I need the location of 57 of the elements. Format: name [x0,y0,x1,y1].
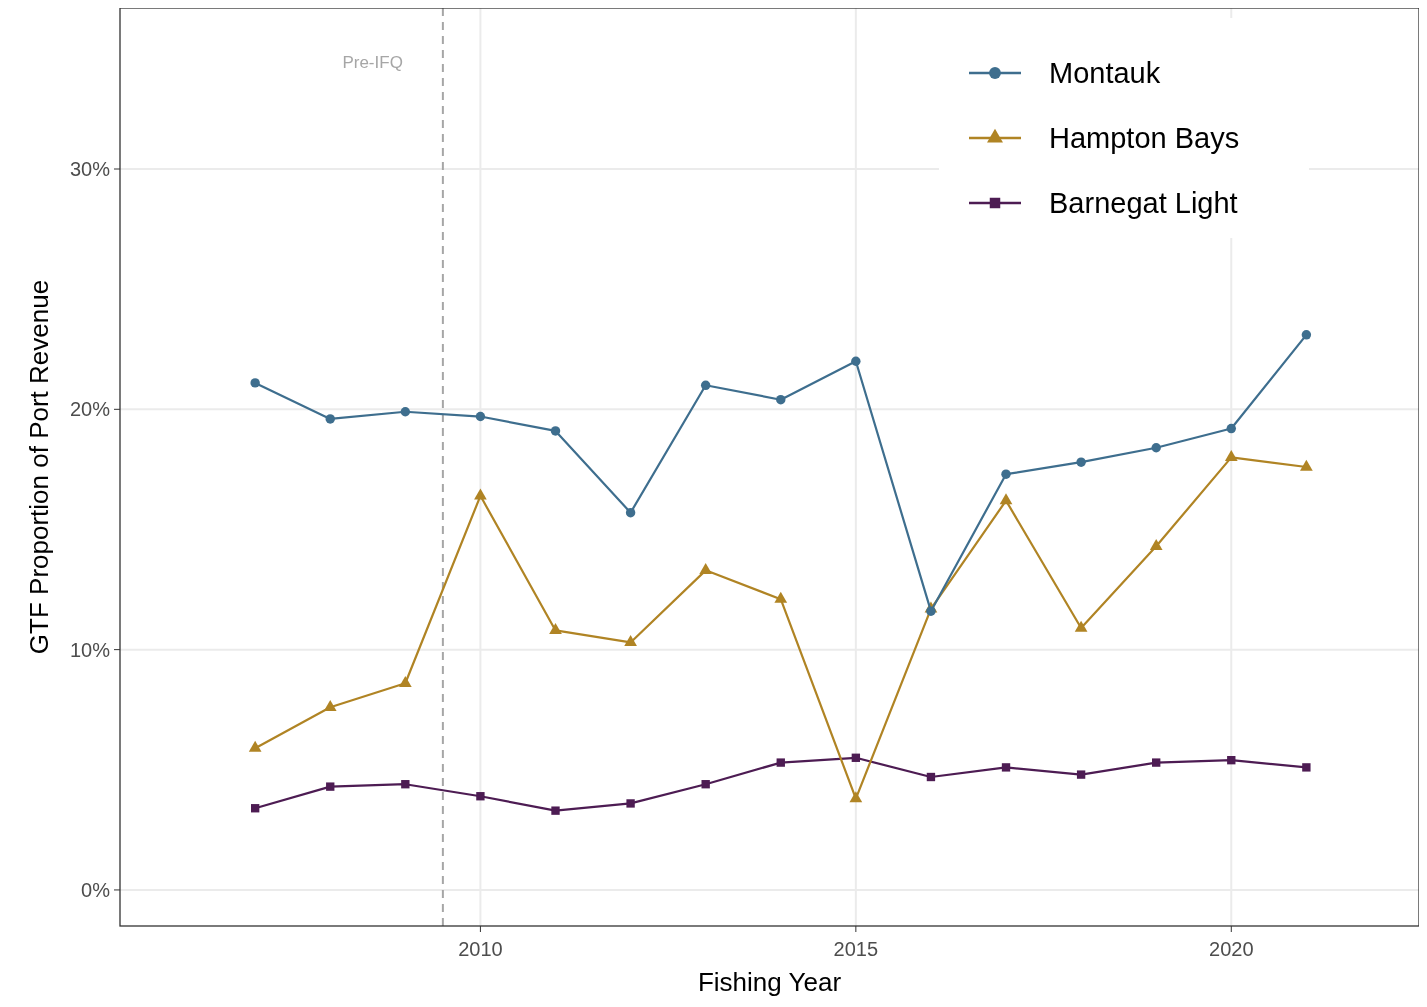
point [1301,330,1312,340]
point [776,395,786,405]
point [401,780,410,789]
point [475,411,486,422]
point [1076,457,1086,467]
point [400,407,411,417]
legend-label: Barnegat Light [1049,187,1238,220]
point [551,806,560,815]
y-tick-label: 10% [69,638,111,661]
point [926,606,936,616]
point [699,562,713,575]
y-tick-label: 20% [69,398,111,421]
point [1226,423,1236,434]
point [624,635,637,647]
point [549,623,562,635]
point [398,675,412,687]
point [1076,770,1086,779]
point [474,488,487,500]
point [1152,758,1161,767]
x-tick-label: 2010 [458,938,503,960]
point [776,758,785,767]
legend-label: Montauk [1049,57,1161,90]
y-tick-label: 30% [69,158,111,181]
point [550,426,561,436]
x-axis-title: Fishing Year [697,967,842,997]
x-tick-label: 2020 [1209,938,1254,960]
point [625,507,636,518]
legend-label: Hampton Bays [1049,122,1240,155]
point [849,791,863,803]
point [774,591,788,603]
point [1224,450,1238,462]
point [1001,763,1011,772]
y-tick-label: 0% [81,878,111,901]
point [926,772,936,782]
point [476,792,485,801]
point [1074,620,1088,632]
point [1149,538,1163,550]
point [1001,469,1011,479]
point [999,493,1013,505]
point [248,740,262,752]
point [626,799,635,808]
point [851,356,861,366]
point [1151,443,1161,453]
ref-line-label: Pre-IFQ [342,53,403,72]
point [1300,459,1313,471]
y-axis-title: GTF Proportion of Port Revenue [24,279,54,655]
point [326,782,335,791]
point [323,699,337,711]
point [851,753,861,762]
point [250,804,260,813]
point [1227,756,1236,765]
point [250,378,260,388]
point [700,380,711,390]
point [325,414,335,424]
point [701,780,710,789]
point [1302,763,1311,772]
x-tick-label: 2015 [833,938,879,960]
